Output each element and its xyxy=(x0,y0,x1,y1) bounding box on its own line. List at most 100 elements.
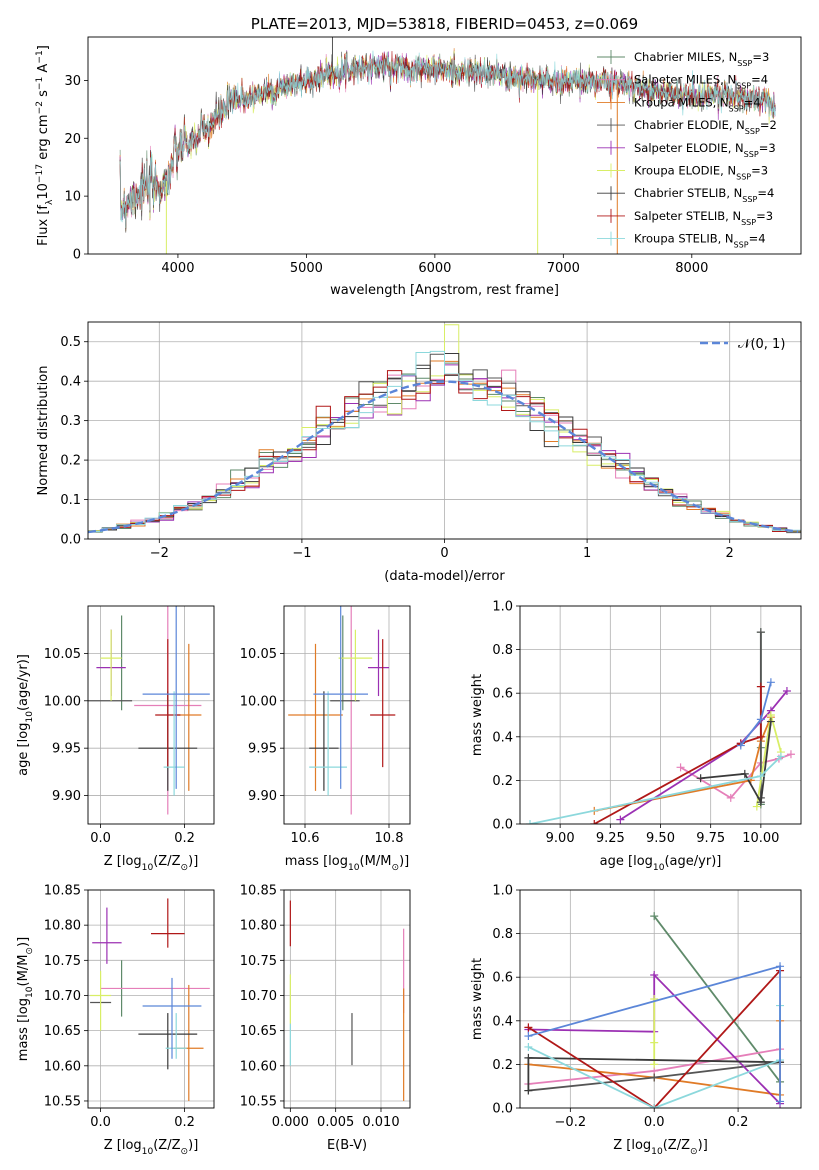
y-tick-label: 9.90 xyxy=(248,789,277,804)
x-axis-label: wavelength [Angstrom, rest frame] xyxy=(330,283,559,298)
y-tick-label: 9.90 xyxy=(52,789,81,804)
weight-vs-Z-axes: −0.2 0.0 0.2 0.0 0.2 0.4 0.6 0.8 1.0 Z [log10(Z/Z… xyxy=(470,884,802,1157)
weight-marker xyxy=(524,1032,533,1041)
mass-vs-Z-plot xyxy=(90,898,210,1101)
weight-series xyxy=(593,686,762,824)
y-tick-label: 0.8 xyxy=(492,643,513,658)
legend-entry: Salpeter STELIB, NSSP=3 xyxy=(634,209,773,227)
chart-title: PLATE=2013, MJD=53818, FIBERID=0453, z=0… xyxy=(251,15,638,33)
mass-vs-EBV-axes: 0.000 0.005 0.010 10.55 10.60 10.65 10.70 10.75… xyxy=(240,884,411,1153)
y-tick-label: 9.95 xyxy=(52,742,81,757)
residuals-plot xyxy=(88,324,801,534)
age-vs-mass-plot xyxy=(288,606,396,815)
y-tick-label: 20 xyxy=(64,132,81,147)
y-tick-label: 0.6 xyxy=(492,687,513,702)
weight-marker xyxy=(526,820,535,824)
y-tick-label: 0.4 xyxy=(492,730,513,745)
y-tick-label: 10.55 xyxy=(240,1094,277,1109)
y-tick-label: 10.00 xyxy=(44,694,81,709)
weight-marker xyxy=(650,912,659,921)
legend-entry: 𝒩(0, 1) xyxy=(738,337,785,352)
x-axis-label: Z [log10(Z/Z⊙)] xyxy=(104,1138,199,1157)
weight-marker xyxy=(756,798,765,807)
y-tick-label: 0.4 xyxy=(60,375,81,390)
weight-marker xyxy=(782,687,791,696)
mass-vs-Z-axes: 0.0 0.2 10.55 10.60 10.65 10.70 10.75 10.80 10.8… xyxy=(16,884,215,1157)
weight-marker xyxy=(756,682,765,691)
weight-marker xyxy=(696,774,705,783)
x-axis-label: E(B-V) xyxy=(327,1138,367,1153)
x-tick-label: 7000 xyxy=(547,261,580,276)
x-axis-label: age [log10(age/yr)] xyxy=(600,854,722,873)
x-axis-label: mass [log10(M/M⊙)] xyxy=(285,854,409,873)
weight-marker xyxy=(752,802,761,811)
x-tick-label: 0.2 xyxy=(174,831,195,846)
y-axis-label: Flux [fλ10−17 erg cm−2 s−1 A−1] xyxy=(35,45,55,246)
x-axis-label: Z [log10(Z/Z⊙)] xyxy=(104,854,199,873)
x-tick-label: 0.2 xyxy=(174,1115,195,1130)
y-tick-label: 10 xyxy=(64,190,81,205)
y-tick-label: 1.0 xyxy=(492,600,513,615)
weight-vs-age-frame xyxy=(519,605,802,825)
x-axis-label: Z [log10(Z/Z⊙)] xyxy=(613,1138,708,1157)
x-tick-label: −1 xyxy=(292,546,311,561)
y-axis-label: mass weight xyxy=(470,958,485,1040)
weight-marker xyxy=(740,769,749,778)
x-tick-label: 2 xyxy=(726,546,734,561)
weight-marker xyxy=(776,1097,785,1106)
x-tick-label: 10.6 xyxy=(291,831,320,846)
legend-entry: Kroupa STELIB, NSSP=4 xyxy=(634,232,766,250)
y-tick-label: 0.0 xyxy=(492,818,513,833)
legend-entry: Kroupa ELODIE, NSSP=3 xyxy=(634,164,768,182)
y-tick-label: 30 xyxy=(64,74,81,89)
y-tick-label: 0.4 xyxy=(492,1014,513,1029)
mass-vs-EBV-plot xyxy=(289,900,405,1101)
legend-entry: Chabrier STELIB, NSSP=4 xyxy=(634,186,774,204)
weight-marker xyxy=(776,752,785,761)
x-tick-label: 0.2 xyxy=(728,1115,749,1130)
legend: Chabrier MILES, NSSP=3 Salpeter MILES, NS… xyxy=(597,50,777,249)
weight-marker xyxy=(524,1053,533,1062)
y-tick-label: 10.75 xyxy=(240,954,277,969)
x-tick-label: 0 xyxy=(440,546,448,561)
weight-series xyxy=(594,716,772,812)
y-axis-label: mass weight xyxy=(470,674,485,756)
y-tick-label: 1.0 xyxy=(492,884,513,899)
spectrum-line xyxy=(119,50,776,229)
weight-marker xyxy=(766,717,775,726)
weight-marker xyxy=(676,763,685,772)
y-axis-label: mass [log10(M/M⊙)] xyxy=(16,937,35,1061)
x-tick-label: 10.8 xyxy=(375,831,404,846)
y-tick-label: 10.80 xyxy=(44,919,81,934)
weight-marker xyxy=(590,820,599,824)
y-tick-label: 10.75 xyxy=(44,954,81,969)
y-tick-label: 10.85 xyxy=(240,884,277,899)
y-tick-label: 10.70 xyxy=(240,989,277,1004)
weight-marker xyxy=(766,678,775,687)
y-tick-label: 0.0 xyxy=(60,533,81,548)
legend-entry: Kroupa MILES, NSSP=4 xyxy=(634,95,761,113)
normal-curve xyxy=(88,380,799,534)
residuals-axes: −2 −1 0 1 2 0.0 0.1 0.2 0.3 0.4 0.5 (data-model)/er… xyxy=(36,321,802,584)
x-tick-label: 0.000 xyxy=(272,1115,309,1130)
age-vs-Z-frame xyxy=(87,605,215,825)
residuals-frame xyxy=(87,321,802,540)
x-tick-label: −2 xyxy=(150,546,169,561)
age-vs-mass-frame xyxy=(283,605,411,825)
spectrum-plot xyxy=(119,37,776,254)
age-vs-Z-axes: 0.0 0.2 9.90 9.95 10.00 10.05 Z [log10(Z/Z⊙)] a… xyxy=(16,605,215,873)
x-tick-label: 0.0 xyxy=(644,1115,665,1130)
age-vs-Z-plot xyxy=(88,606,210,815)
x-tick-label: 10.00 xyxy=(742,831,779,846)
weight-marker xyxy=(650,1060,659,1069)
x-tick-label: 9.50 xyxy=(646,831,675,846)
mass-vs-EBV-frame xyxy=(283,889,411,1109)
legend-entry: Salpeter MILES, NSSP=4 xyxy=(634,73,768,91)
weight-series xyxy=(653,915,781,1083)
y-tick-label: 10.05 xyxy=(44,647,81,662)
weight-marker xyxy=(524,1023,533,1032)
legend: 𝒩(0, 1) xyxy=(700,337,785,352)
weight-marker xyxy=(776,962,785,971)
weight-series xyxy=(527,970,781,1108)
weight-marker xyxy=(650,1104,659,1108)
